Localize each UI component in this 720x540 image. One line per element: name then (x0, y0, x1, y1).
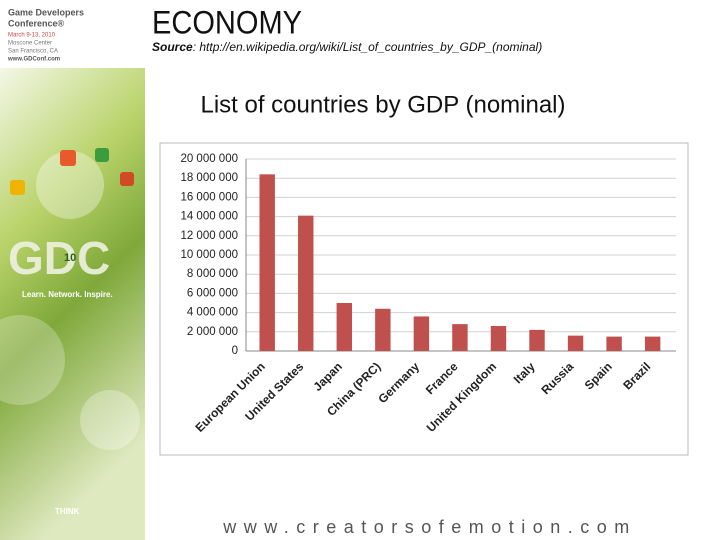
y-tick-label: 14 000 000 (180, 211, 238, 223)
icon (60, 150, 76, 166)
source: Source: http://en.wikipedia.org/wiki/Lis… (152, 40, 542, 54)
logo-mark: GDC (8, 232, 110, 284)
bar (336, 303, 352, 351)
decoration (36, 151, 104, 219)
bar (490, 326, 507, 351)
bar (452, 324, 468, 351)
y-tick-label: 8 000 000 (187, 268, 238, 280)
footer: www.creatorsofemotion.com (222, 517, 637, 537)
sidebar (0, 68, 145, 540)
logo-text: Conference® (8, 18, 65, 28)
logo-text: Game Developers (8, 7, 84, 17)
icon (95, 148, 109, 162)
y-tick-label: 20 000 000 (180, 153, 238, 165)
logo-text: Moscone Center (8, 41, 52, 47)
bar (375, 308, 391, 351)
decoration (80, 390, 140, 450)
source-text: : http://en.wikipedia.org/wiki/List_of_c… (193, 40, 543, 54)
bar (529, 329, 545, 351)
logo-text: www.GDConf.com (7, 57, 60, 63)
logo-text: San Francisco, CA (8, 49, 58, 55)
y-tick-label: 12 000 000 (180, 230, 238, 242)
chart-title: List of countries by GDP (nominal) (200, 91, 565, 118)
logo-year: 10 (64, 252, 76, 264)
bar (298, 215, 314, 351)
slide-title: ECONOMY (152, 4, 302, 40)
y-tick-label: 16 000 000 (180, 191, 238, 203)
chart-frame (159, 142, 689, 456)
logo-text: March 9-13, 2010 (8, 33, 56, 39)
bar (413, 316, 430, 351)
y-tick-label: 0 (232, 345, 238, 357)
bar (606, 336, 622, 351)
sponsor: THINK (55, 507, 80, 516)
y-tick-label: 6 000 000 (187, 287, 238, 299)
icon (10, 180, 25, 195)
bar (644, 336, 661, 351)
bar (567, 335, 584, 351)
y-tick-label: 4 000 000 (187, 307, 238, 319)
logo-tagline: Learn. Network. Inspire. (22, 290, 113, 299)
source-label: Source (152, 40, 193, 54)
y-tick-label: 18 000 000 (180, 172, 238, 184)
decoration (0, 315, 65, 405)
bar (259, 174, 275, 351)
y-tick-label: 2 000 000 (187, 326, 238, 338)
icon (120, 172, 134, 186)
y-tick-label: 10 000 000 (180, 249, 238, 261)
